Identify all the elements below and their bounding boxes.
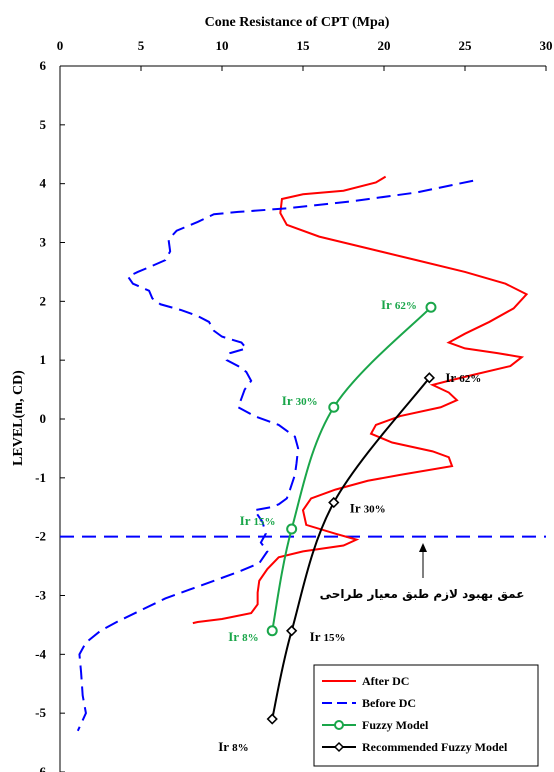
x-axis-title: Cone Resistance of CPT (Mpa) xyxy=(205,15,390,30)
series-fuzzy-model-line xyxy=(271,306,432,631)
y-ticks: 6 5 4 3 2 1 0 -1 -2 -3 -4 -5 -6 xyxy=(35,58,65,772)
x-tick-label: 25 xyxy=(459,38,473,53)
data-label: Ir 8% xyxy=(218,739,248,754)
series-after-dc-line xyxy=(192,175,529,625)
data-label: Ir 8% xyxy=(228,629,258,644)
x-tick-label: 20 xyxy=(378,38,391,53)
series-layer xyxy=(76,175,529,732)
x-tick-label: 10 xyxy=(216,38,229,53)
legend-fuzzy-model-label: Fuzzy Model xyxy=(362,718,429,732)
data-label: Ir 15% xyxy=(310,629,346,644)
legend: After DC Before DC Fuzzy Model Recommended … xyxy=(313,664,539,767)
legend-fuzzy-model-marker xyxy=(334,720,344,730)
y-tick-label: -1 xyxy=(35,470,46,485)
series-recommended-fuzzy-model-line xyxy=(271,377,431,720)
y-tick-label: -5 xyxy=(35,705,46,720)
series-fuzzy-model-point xyxy=(425,301,437,313)
x-tick-label: 15 xyxy=(297,38,311,53)
y-tick-label: -3 xyxy=(35,588,46,603)
annotation-design-depth: عمق بهبود لازم طبق معیار طراحی xyxy=(320,543,525,602)
series-fuzzy-model-point xyxy=(266,625,278,637)
y-tick-label: 3 xyxy=(40,235,47,250)
legend-recommended-fuzzy-model-label: Recommended Fuzzy Model xyxy=(362,740,508,754)
y-axis-title: LEVEL(m, CD) xyxy=(11,370,26,466)
data-label: Ir 30% xyxy=(350,501,386,516)
series-recommended-fuzzy-model-point xyxy=(328,496,340,509)
y-tick-label: 0 xyxy=(40,411,47,426)
data-label: Ir 30% xyxy=(282,393,318,408)
data-label: Ir 62% xyxy=(381,297,417,312)
x-tick-label: 0 xyxy=(57,38,64,53)
series-recommended-fuzzy-model-point xyxy=(423,372,435,384)
x-tick-label: 5 xyxy=(138,38,145,53)
series-before-dc-line xyxy=(76,179,474,732)
legend-before-dc-label: Before DC xyxy=(362,696,416,710)
y-tick-label: -2 xyxy=(35,529,46,544)
x-ticks: 0 5 10 15 20 25 30 xyxy=(57,38,553,71)
y-tick-label: 4 xyxy=(40,176,47,191)
legend-recommended-fuzzy-model-marker xyxy=(333,741,345,753)
series-fuzzy-model-point xyxy=(328,401,340,413)
y-tick-label: 2 xyxy=(40,293,47,308)
data-label: Ir 62% xyxy=(445,370,481,385)
y-tick-label: -6 xyxy=(35,764,46,772)
legend-after-dc-label: After DC xyxy=(362,674,409,688)
point-labels: Ir 62% Ir 30% Ir 15% Ir 8% Ir 62% Ir 30% Ir 15… xyxy=(218,297,481,754)
data-label: Ir 15% xyxy=(240,513,276,528)
y-tick-label: -4 xyxy=(35,646,46,661)
annotation-arrow-head xyxy=(419,543,427,552)
series-fuzzy-model-point xyxy=(286,523,298,535)
series-recommended-fuzzy-model-point xyxy=(266,713,278,725)
x-tick-label: 30 xyxy=(540,38,553,53)
series-recommended-fuzzy-model-point xyxy=(286,625,298,637)
y-tick-label: 5 xyxy=(40,117,47,132)
y-tick-label: 6 xyxy=(40,58,47,73)
y-tick-label: 1 xyxy=(40,352,47,367)
annotation-text: عمق بهبود لازم طبق معیار طراحی xyxy=(320,587,525,602)
